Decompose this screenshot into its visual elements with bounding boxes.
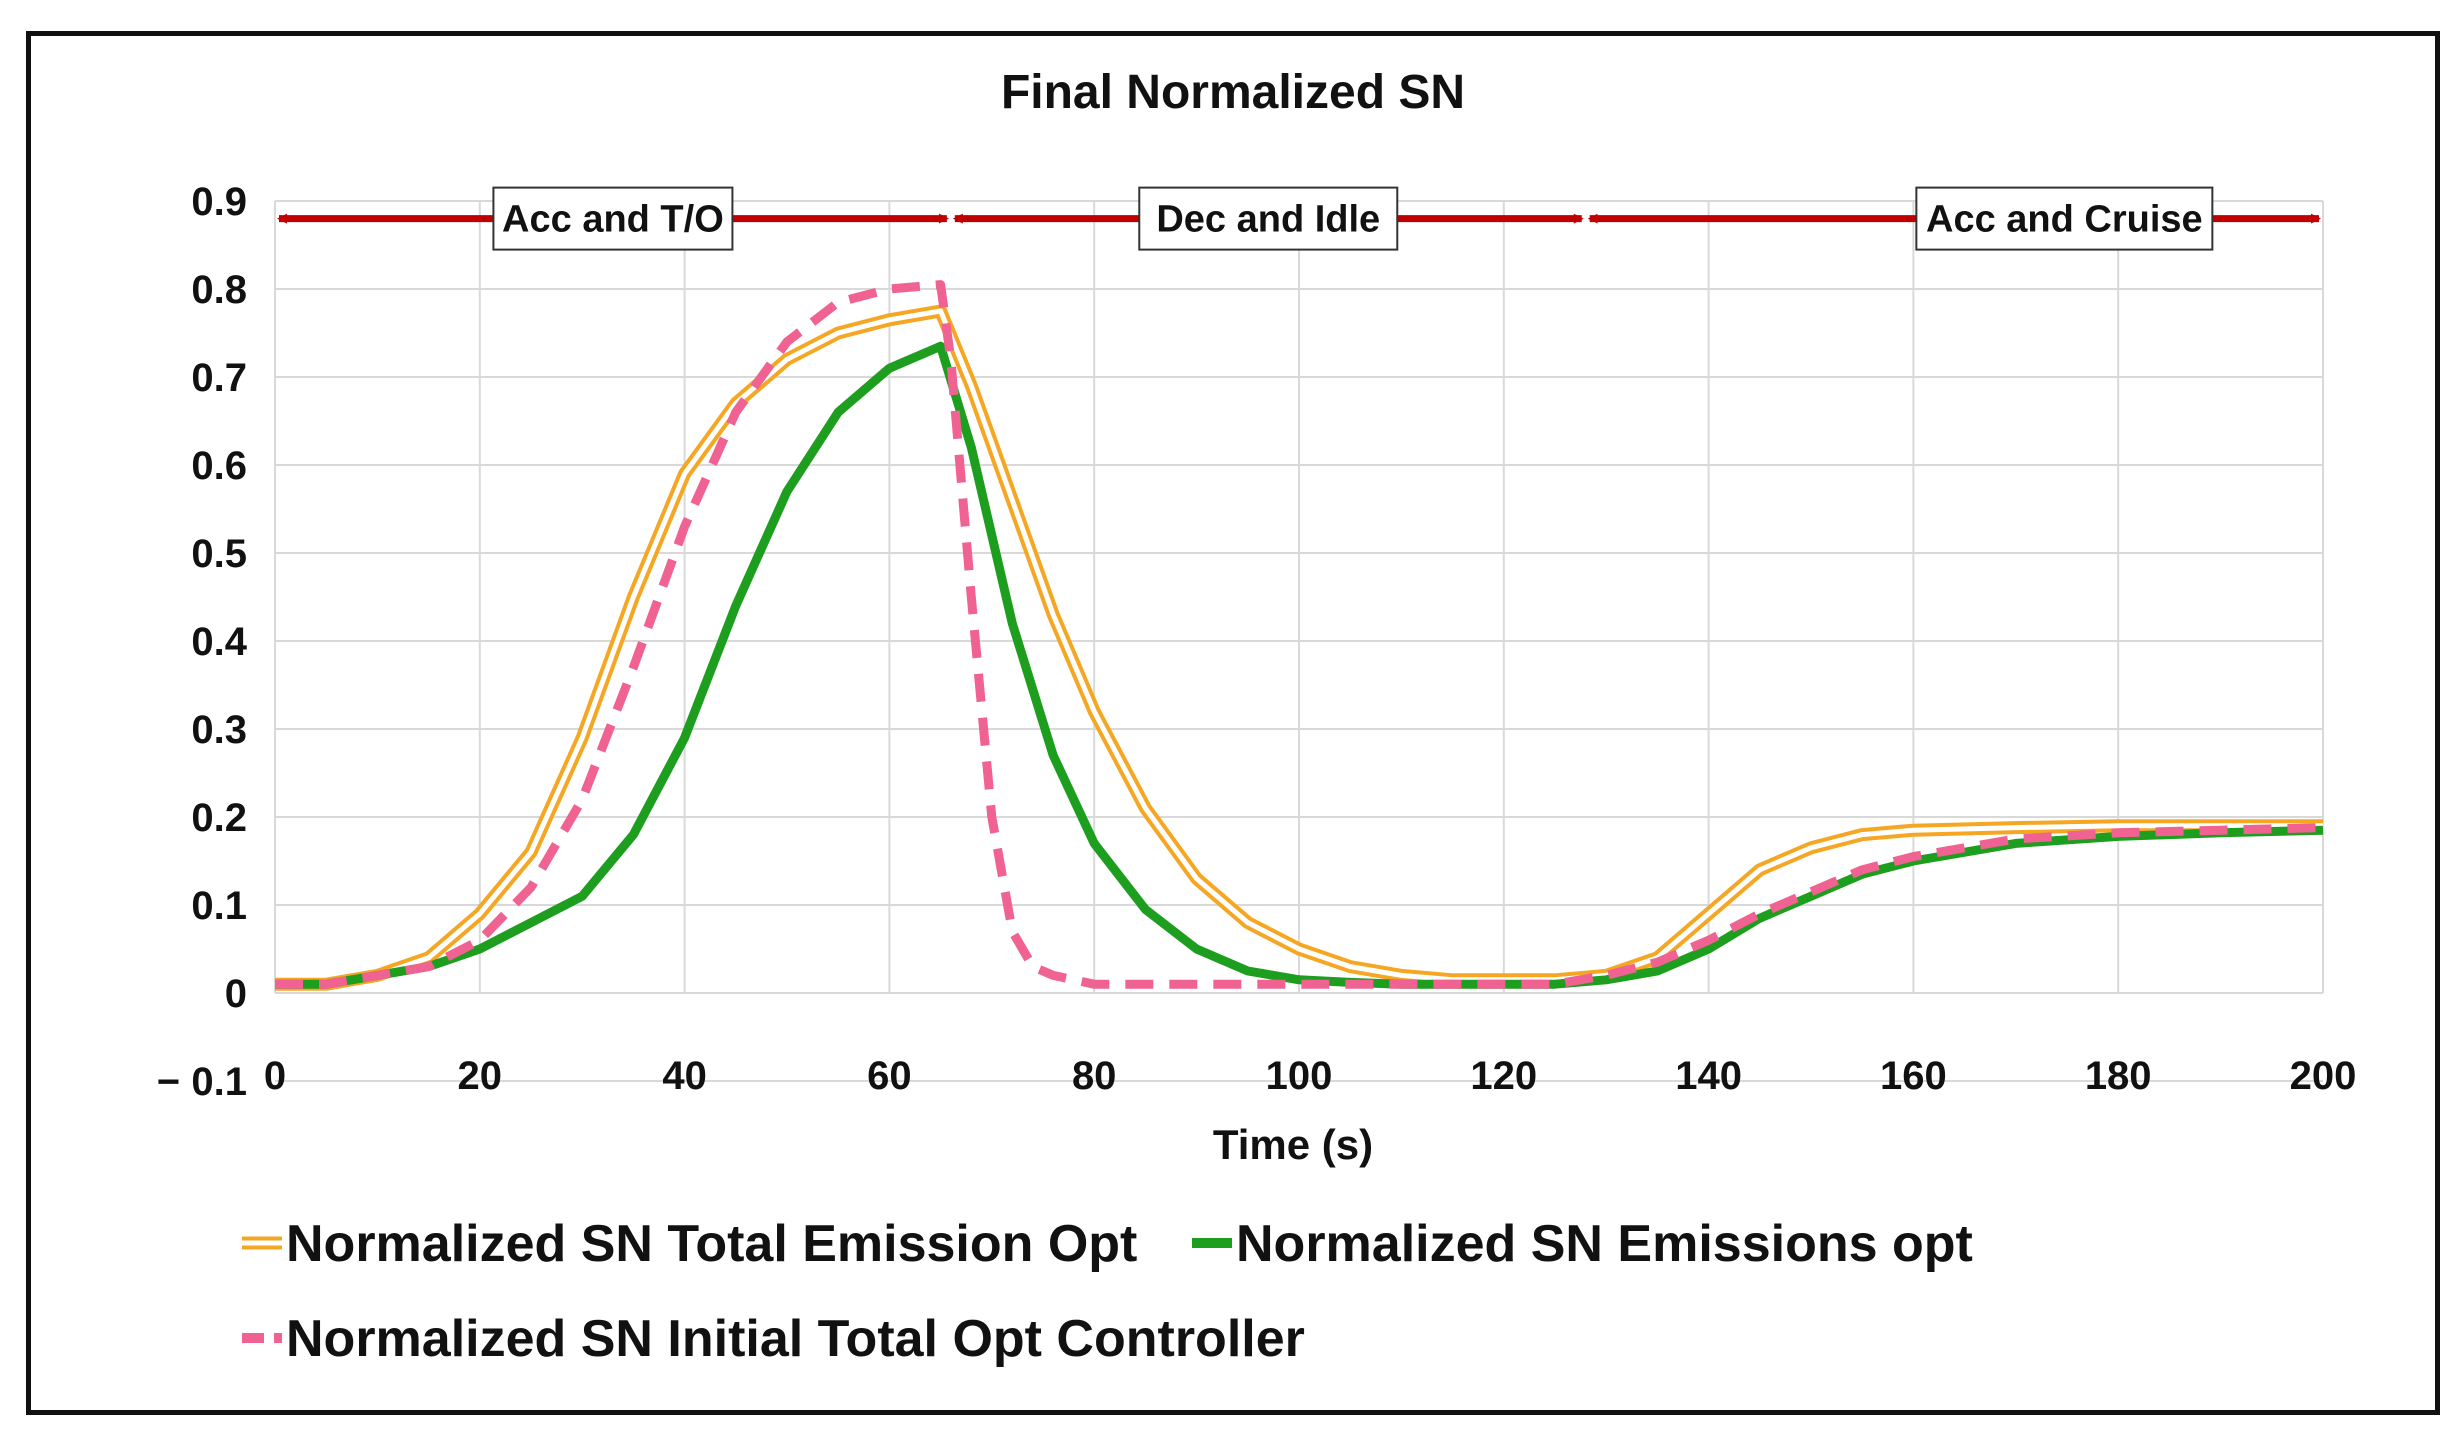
legend-entry-initial-total-opt: Normalized SN Initial Total Opt Controll… — [286, 1310, 1305, 1368]
x-tick-label: 100 — [1266, 1054, 1333, 1098]
y-tick-label: 0.6 — [191, 444, 247, 488]
x-tick-label: 60 — [867, 1054, 912, 1098]
phase-label-box — [1138, 186, 1399, 251]
phase-label: Acc and T/O — [502, 199, 724, 241]
y-tick-label: 0.1 — [191, 884, 247, 928]
series-line-total-emission-opt-inner — [275, 308, 2323, 987]
series-line-initial-total-opt — [275, 280, 2324, 989]
y-tick-label: 0.8 — [191, 268, 247, 312]
x-tick-label: 180 — [2085, 1054, 2152, 1098]
x-tick-label: 20 — [458, 1054, 503, 1098]
x-tick-label: 0 — [264, 1054, 286, 1098]
chart-title: Final Normalized SN — [1001, 66, 1465, 119]
y-tick-label: 0.9 — [191, 180, 247, 224]
x-tick-label: 160 — [1880, 1054, 1947, 1098]
y-tick-label: 0 — [225, 972, 247, 1016]
legend-entry-total-emission-opt: Normalized SN Total Emission Opt — [286, 1215, 1137, 1273]
y-tick-label: 0.7 — [191, 356, 247, 400]
legend: Normalized SN Total Emission Opt Normaliz… — [242, 1215, 1973, 1368]
x-tick-label: 80 — [1072, 1054, 1117, 1098]
chart-svg: Final Normalized SN − 0.1 0 0.1 0.2 0.3 0.4 0.… — [157, 66, 2357, 1368]
x-tick-label: 140 — [1675, 1054, 1742, 1098]
x-tick-label: 200 — [2290, 1054, 2357, 1098]
chart-frame: Final Normalized SN − 0.1 0 0.1 0.2 0.3 0.4 0.… — [26, 31, 2440, 1415]
x-tick-labels: 0 20 40 60 80 100 120 140 160 180 200 — [264, 1054, 2357, 1098]
legend-entry-emissions-opt: Normalized SN Emissions opt — [1236, 1215, 1973, 1273]
y-tick-labels: − 0.1 0 0.1 0.2 0.3 0.4 0.5 0.6 0.7 0.8 0.9 — [157, 180, 248, 1104]
x-tick-label: 40 — [662, 1054, 707, 1098]
y-tick-label: 0.4 — [191, 620, 247, 664]
y-tick-label: − 0.1 — [157, 1060, 247, 1104]
y-tick-label: 0.5 — [191, 532, 247, 576]
y-tick-label: 0.3 — [191, 708, 247, 752]
phase-label: Acc and Cruise — [1926, 199, 2203, 241]
y-tick-label: 0.2 — [191, 796, 247, 840]
x-axis-label: Time (s) — [1213, 1121, 1373, 1168]
phase-annotations: Acc and T/O Dec and Idle Acc and Cruise — [277, 186, 2321, 251]
series-line-emissions-opt — [275, 341, 2324, 989]
phase-label: Dec and Idle — [1156, 199, 1380, 241]
series-lines — [275, 280, 2324, 991]
phase-label-box — [1915, 186, 2214, 251]
phase-label-box — [492, 186, 734, 251]
x-tick-label: 120 — [1470, 1054, 1537, 1098]
